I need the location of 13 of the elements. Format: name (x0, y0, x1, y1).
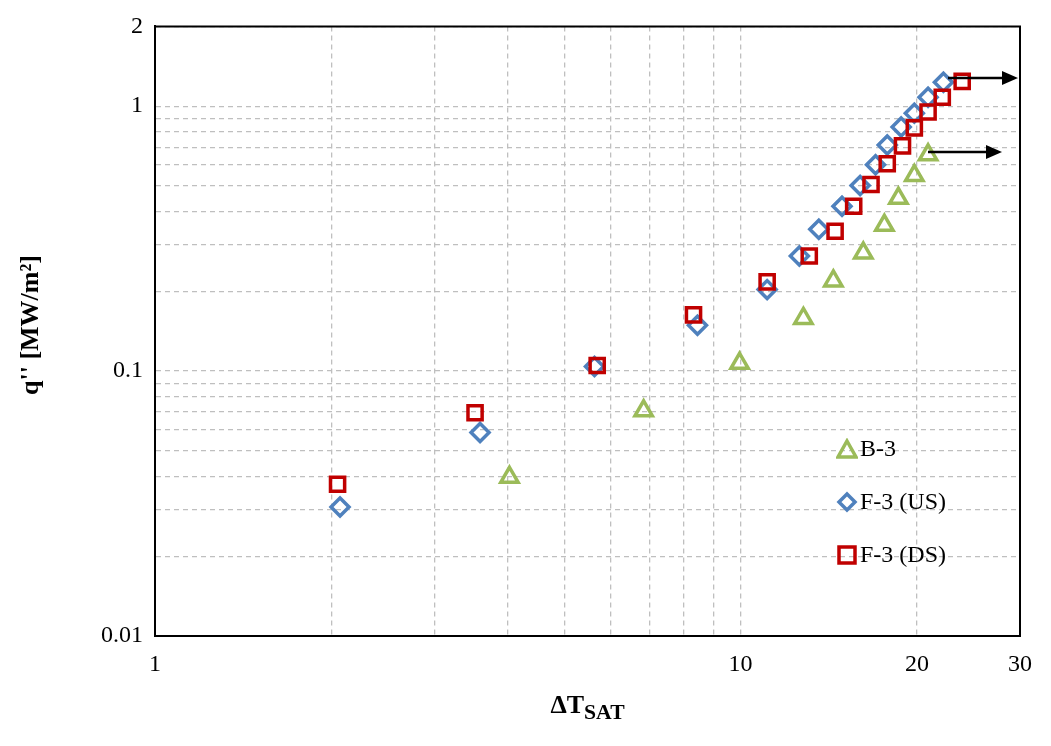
y-tick-label: 2 (131, 11, 143, 38)
legend-label: B-3 (860, 435, 896, 462)
legend-label: F-3 (DS) (860, 541, 947, 568)
x-tick-label: 20 (904, 649, 929, 676)
x-tick-label: 1 (149, 649, 161, 676)
x-tick-label: 30 (1008, 649, 1032, 676)
y-tick-label: 0.01 (101, 621, 143, 648)
x-tick-label: 10 (728, 649, 753, 676)
legend-label: F-3 (US) (860, 488, 947, 515)
y-tick-label: 0.1 (113, 356, 143, 383)
y-tick-label: 1 (131, 91, 143, 118)
y-axis-title: q'' [MW/m²] (15, 254, 45, 397)
x-axis-title: ΔT$_{SAT}$ (549, 690, 626, 726)
